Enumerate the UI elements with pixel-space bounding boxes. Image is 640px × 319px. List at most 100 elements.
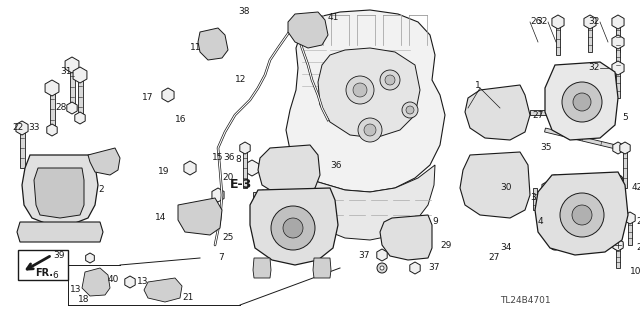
Circle shape [489,179,501,191]
Polygon shape [125,276,135,288]
Text: 18: 18 [78,295,90,305]
Polygon shape [253,258,271,278]
Polygon shape [556,22,560,55]
Polygon shape [612,35,624,49]
Polygon shape [465,85,530,140]
Polygon shape [75,112,85,124]
Circle shape [377,263,387,273]
Polygon shape [34,168,84,218]
Text: 15: 15 [212,153,223,162]
Polygon shape [380,215,432,260]
Polygon shape [584,15,596,29]
Polygon shape [16,121,28,135]
Polygon shape [73,67,87,83]
Polygon shape [491,104,505,120]
Polygon shape [45,80,59,96]
Polygon shape [612,61,624,75]
Polygon shape [545,62,618,140]
Polygon shape [616,42,620,72]
Circle shape [573,93,591,111]
Polygon shape [564,105,576,119]
Polygon shape [288,12,328,48]
Polygon shape [281,162,295,178]
Polygon shape [258,145,320,195]
Circle shape [572,205,592,225]
Text: 40: 40 [108,276,120,285]
Polygon shape [65,57,79,73]
Polygon shape [460,152,530,218]
Polygon shape [286,10,445,192]
Text: E-3: E-3 [230,179,252,191]
Polygon shape [257,190,269,204]
Polygon shape [288,155,292,195]
Circle shape [406,106,414,114]
Polygon shape [98,154,108,166]
Polygon shape [623,148,627,188]
Text: 21: 21 [182,293,193,302]
Circle shape [380,266,384,270]
Circle shape [257,263,267,273]
Polygon shape [19,128,24,168]
Text: 23: 23 [636,218,640,226]
Text: 1: 1 [475,80,481,90]
Circle shape [399,229,417,247]
Circle shape [404,234,412,242]
Polygon shape [162,88,174,102]
Text: 29: 29 [440,241,451,249]
Circle shape [271,206,315,250]
Polygon shape [612,15,624,29]
Polygon shape [542,181,554,195]
Polygon shape [625,212,635,224]
Text: 27: 27 [488,254,499,263]
Polygon shape [144,278,182,302]
Polygon shape [318,48,420,138]
Polygon shape [243,148,247,188]
Polygon shape [212,188,224,202]
Polygon shape [410,262,420,274]
Text: 8: 8 [235,155,241,165]
Polygon shape [178,198,222,235]
Text: 34: 34 [500,243,511,253]
Polygon shape [67,102,77,114]
Text: 38: 38 [238,8,250,17]
Polygon shape [70,65,74,108]
Text: 36: 36 [223,153,235,162]
Text: 20: 20 [222,174,234,182]
Text: 5: 5 [622,114,628,122]
Text: 26: 26 [530,18,541,26]
Text: 17: 17 [142,93,154,102]
Text: 4: 4 [538,218,543,226]
Text: 32: 32 [589,63,600,72]
Circle shape [550,240,560,250]
Text: 39: 39 [54,250,65,259]
Polygon shape [552,15,564,29]
Text: 7: 7 [218,254,224,263]
Polygon shape [545,128,620,150]
Circle shape [550,175,560,185]
Text: TL24B4701: TL24B4701 [500,296,550,305]
Text: 33: 33 [28,123,40,132]
Text: 6: 6 [52,271,58,279]
Text: 3: 3 [530,194,536,203]
Text: 30: 30 [500,183,511,192]
Polygon shape [253,192,257,240]
Text: 35: 35 [540,144,552,152]
Circle shape [353,83,367,97]
Polygon shape [49,88,54,130]
Text: 37: 37 [358,250,369,259]
Polygon shape [616,68,620,98]
Text: 13: 13 [136,278,148,286]
Polygon shape [628,218,632,245]
Circle shape [27,227,37,237]
Text: 19: 19 [158,167,170,176]
Text: 11: 11 [190,43,202,53]
Polygon shape [613,142,623,154]
Polygon shape [620,142,630,154]
Text: 27: 27 [532,110,543,120]
Text: 32: 32 [589,18,600,26]
Text: 37: 37 [428,263,440,272]
Text: 41: 41 [328,13,339,23]
Polygon shape [245,160,259,176]
Polygon shape [300,162,310,174]
Polygon shape [250,188,338,265]
